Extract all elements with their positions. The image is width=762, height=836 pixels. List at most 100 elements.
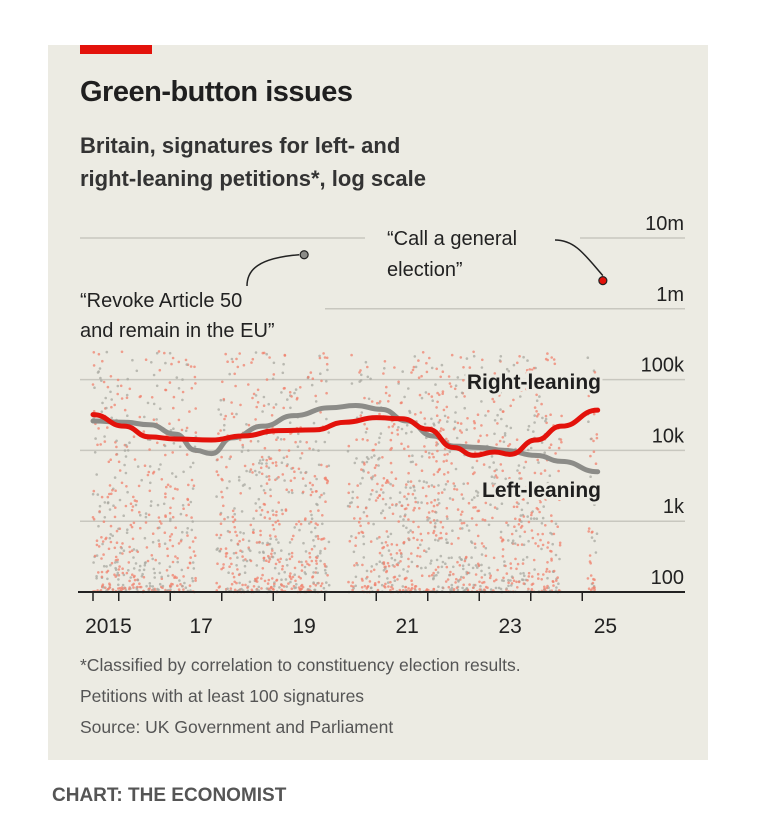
petition-dot-right <box>311 490 314 494</box>
petition-dot-right <box>324 500 327 504</box>
petition-dot-left <box>372 522 375 526</box>
petition-dot-right <box>182 507 185 511</box>
petition-dot-right <box>246 586 249 589</box>
petition-dot-right <box>301 477 305 480</box>
petition-dot-left <box>465 357 469 360</box>
petition-dot-left <box>431 399 435 403</box>
petition-dot-left <box>172 442 176 445</box>
petition-dot-left <box>522 466 526 469</box>
petition-dot-right <box>114 575 117 578</box>
petition-dot-left <box>498 359 502 362</box>
petition-dot-left <box>151 557 154 561</box>
petition-dot-right <box>171 451 174 454</box>
petition-dot-left <box>360 411 364 414</box>
petition-dot-right <box>522 582 526 585</box>
petition-dot-right <box>385 569 389 573</box>
petition-dot-left <box>262 395 266 399</box>
petition-dot-left <box>494 586 498 590</box>
petition-dot-left <box>258 471 261 474</box>
petition-dot-left <box>454 411 457 414</box>
petition-dot-right <box>233 372 236 376</box>
petition-dot-right <box>351 588 354 592</box>
petition-dot-right <box>107 460 111 464</box>
petition-dot-left <box>533 568 536 571</box>
petition-dot-left <box>529 517 533 520</box>
petition-dot-left <box>500 417 503 421</box>
petition-dot-right <box>157 350 161 353</box>
petition-dot-right <box>590 382 593 386</box>
petition-dot-left <box>255 588 258 592</box>
petition-dot-right <box>549 413 552 417</box>
petition-dot-left <box>140 575 144 578</box>
petition-dot-right <box>147 513 151 517</box>
petition-dot-right <box>366 439 369 442</box>
petition-dot-right <box>358 371 361 374</box>
petition-dot-left <box>389 532 393 536</box>
petition-dot-right <box>376 588 380 592</box>
petition-dot-left <box>109 533 112 536</box>
petition-dot-left <box>258 459 262 462</box>
petition-dot-right <box>558 541 562 545</box>
petition-dot-right <box>168 535 172 538</box>
petition-dot-left <box>377 575 381 578</box>
petition-dot-right <box>439 520 443 524</box>
petition-dot-right <box>414 463 418 466</box>
petition-dot-right <box>531 575 534 578</box>
petition-dot-right <box>290 587 294 590</box>
petition-dot-left <box>370 565 374 568</box>
petition-dot-left <box>296 445 300 449</box>
petition-dot-left <box>132 556 135 559</box>
petition-dot-left <box>533 414 536 417</box>
petition-dot-left <box>403 395 406 399</box>
petition-dot-right <box>474 506 477 509</box>
petition-dot-left <box>262 489 266 492</box>
petition-dot-right <box>125 485 128 488</box>
petition-dot-left <box>389 482 392 486</box>
petition-dot-left <box>384 503 388 506</box>
petition-dot-right <box>290 551 294 555</box>
petition-dot-right <box>224 552 228 555</box>
petition-dot-left <box>373 454 376 457</box>
petition-dot-left <box>275 538 278 541</box>
petition-dot-right <box>395 563 399 566</box>
petition-dot-right <box>356 484 360 487</box>
petition-dot-left <box>326 368 329 372</box>
petition-dot-right <box>434 568 438 572</box>
petition-dot-right <box>215 470 219 473</box>
petition-dot-left <box>586 356 590 360</box>
petition-dot-left <box>261 550 265 554</box>
petition-dot-left <box>190 577 194 580</box>
x-tick-label: 19 <box>292 615 315 638</box>
petition-dot-right <box>290 555 294 558</box>
petition-dot-right <box>383 584 386 588</box>
petition-dot-left <box>464 373 468 377</box>
petition-dot-left <box>191 461 195 465</box>
petition-dot-right <box>232 415 236 419</box>
petition-dot-right <box>587 587 591 590</box>
petition-dot-left <box>557 582 560 585</box>
petition-dot-right <box>396 428 399 432</box>
petition-dot-right <box>350 584 353 588</box>
petition-dot-left <box>242 532 245 535</box>
petition-dot-right <box>536 572 540 576</box>
petition-dot-right <box>233 525 236 529</box>
petition-dot-right <box>115 453 118 456</box>
petition-dot-left <box>460 558 464 561</box>
petition-dot-right <box>431 509 434 513</box>
petition-dot-right <box>118 565 121 568</box>
petition-dot-left <box>380 511 383 515</box>
petition-dot-right <box>533 471 537 475</box>
petition-dot-right <box>225 465 228 469</box>
petition-dot-right <box>250 588 254 592</box>
petition-dot-right <box>529 496 533 499</box>
petition-dot-right <box>593 371 597 374</box>
petition-dot-right <box>468 366 472 369</box>
petition-dot-right <box>179 583 182 586</box>
petition-dot-left <box>437 421 441 424</box>
petition-dot-left <box>378 436 381 440</box>
petition-dot-right <box>353 564 356 567</box>
petition-dot-right <box>462 521 466 525</box>
petition-dot-right <box>272 528 276 531</box>
petition-dot-right <box>374 499 378 502</box>
petition-dot-right <box>491 516 494 520</box>
